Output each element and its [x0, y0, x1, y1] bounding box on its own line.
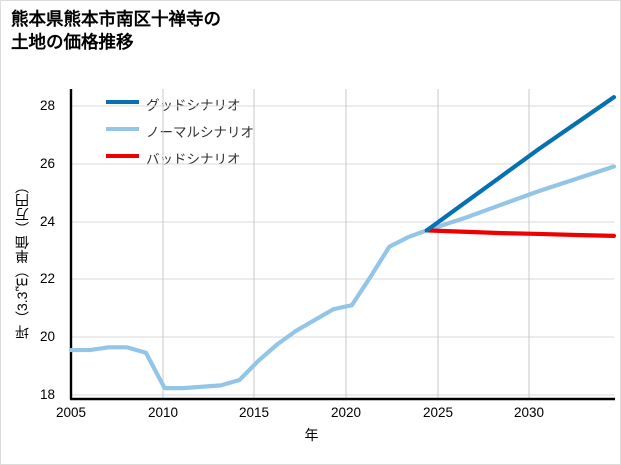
- legend-label-bad: バッドシナリオ: [146, 152, 241, 167]
- line-bad-scenario: [424, 228, 617, 238]
- axis-spines: [69, 89, 615, 401]
- x-tick-label: 2020: [330, 405, 362, 420]
- y-tick-label: 26: [39, 156, 55, 171]
- x-tick-label: 2005: [55, 405, 87, 420]
- legend-swatch-bad: [106, 154, 139, 158]
- x-axis-title: 年: [304, 427, 319, 443]
- page-title: 熊本県熊本市南区十禅寺の 土地の価格推移: [11, 9, 221, 53]
- y-tick-label: 18: [39, 387, 55, 402]
- legend-label-normal: ノーマルシナリオ: [146, 125, 254, 140]
- legend-swatch-good: [106, 100, 139, 104]
- line-normal-scenario: [68, 164, 617, 391]
- y-tick-label: 22: [39, 271, 55, 286]
- y-tick-label: 28: [39, 98, 55, 113]
- x-tick-label: 2015: [238, 405, 270, 420]
- y-tick-label: 20: [39, 329, 55, 344]
- x-tick-label: 2030: [513, 405, 545, 420]
- x-tick-label: 2025: [422, 405, 454, 420]
- y-tick-label: 24: [39, 214, 55, 229]
- legend-swatch-normal: [106, 127, 139, 131]
- data-series-group: [68, 95, 617, 391]
- line-good-scenario: [424, 95, 617, 233]
- grid-lines: [71, 89, 614, 399]
- x-tick-label: 2010: [147, 405, 179, 420]
